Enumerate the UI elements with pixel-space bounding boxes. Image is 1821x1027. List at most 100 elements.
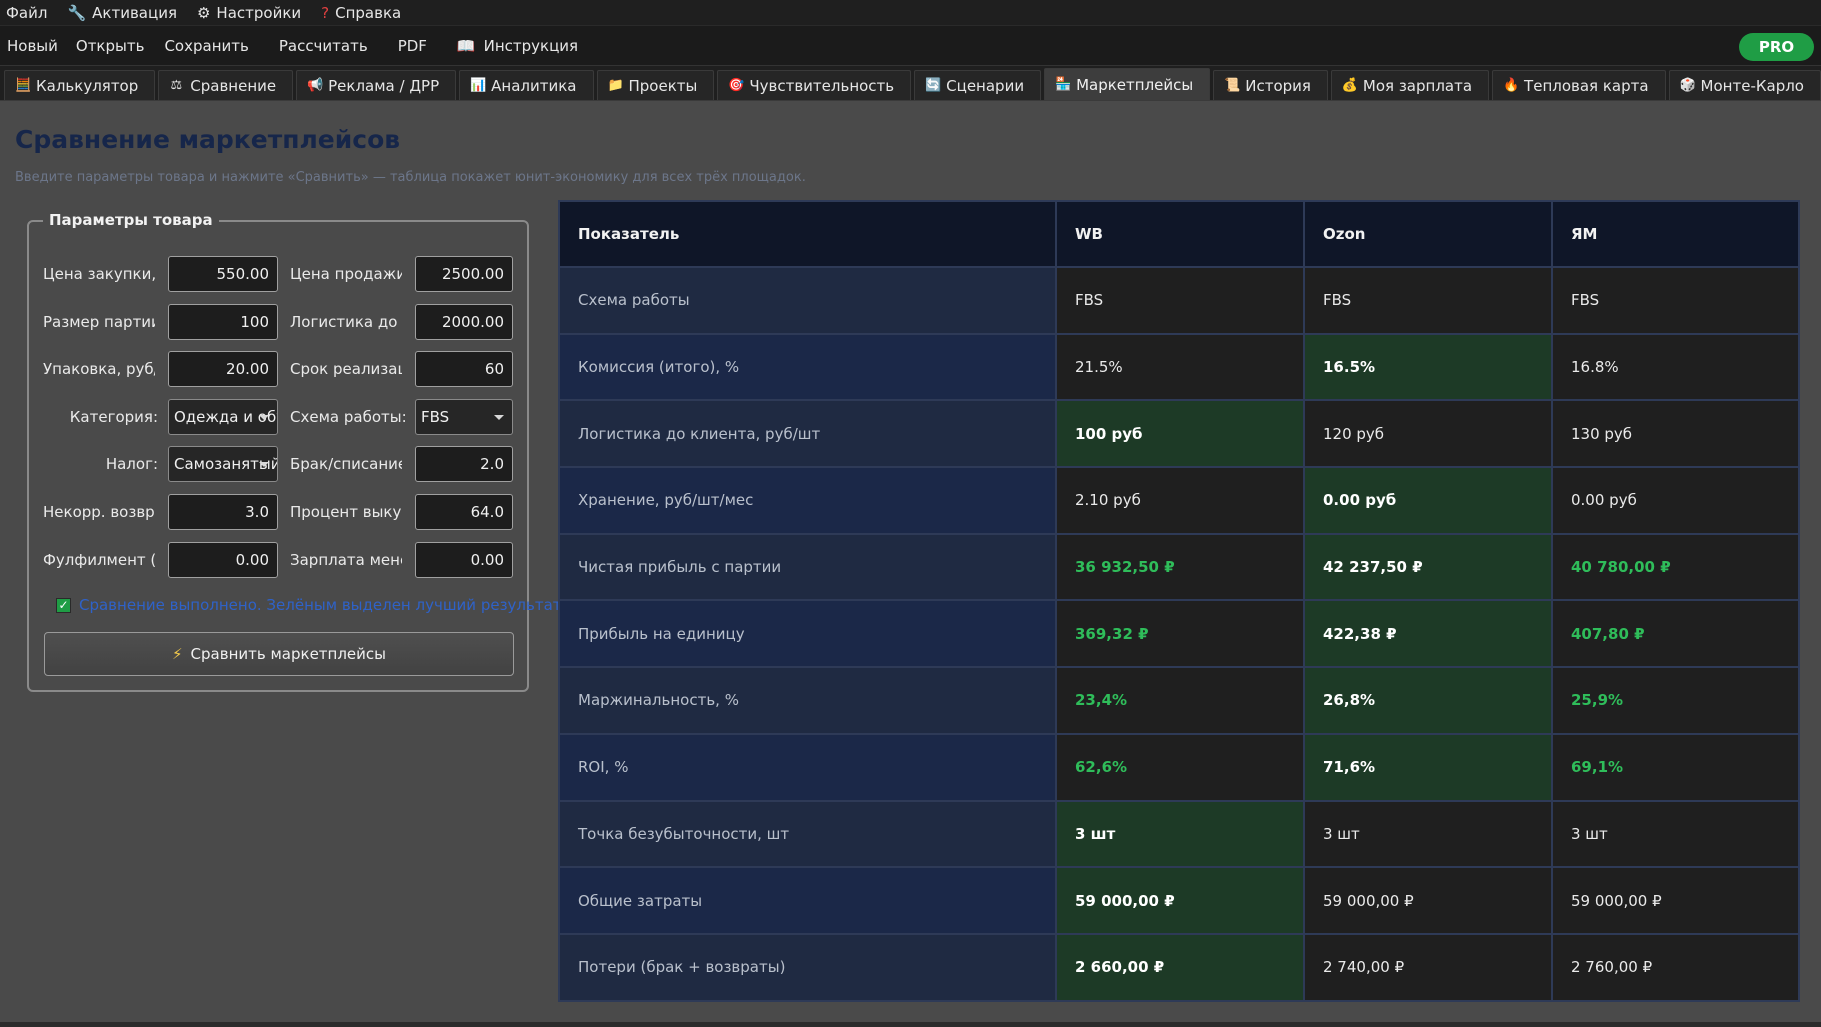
wb-cell: 2.10 руб — [1055, 466, 1305, 535]
lightning-icon: ⚡ — [172, 645, 183, 663]
chevron-down-icon — [494, 415, 504, 420]
buyout-label: Процент выкупа — [290, 503, 402, 521]
metric-cell: Чистая прибыль с партии — [558, 532, 1057, 602]
pdf-button[interactable]: PDF — [397, 36, 427, 55]
params-row-6: Некорр. возврат 3.0 Процент выкупа 64.0 — [29, 494, 527, 530]
megaphone-icon: 📢 — [307, 78, 324, 93]
fire-icon: 🔥 — [1503, 78, 1520, 93]
tab-salary[interactable]: 💰 Моя зарплата — [1330, 70, 1490, 100]
metric-cell: Потери (брак + возвраты) — [558, 932, 1057, 1002]
table-row: Прибыль на единицу 369,32 ₽ 422,38 ₽ 407… — [558, 599, 1800, 669]
tab-bar: 🧮 Калькулятор ⚖ Сравнение 📢 Реклама / ДРР 📊… — [0, 66, 1821, 101]
tab-projects[interactable]: 📁 Проекты — [596, 70, 715, 100]
fulfilment-input[interactable]: 0.00 — [168, 542, 278, 578]
chevron-down-icon — [259, 415, 269, 420]
ozon-cell: 42 237,50 ₽ — [1303, 532, 1553, 602]
packing-label: Упаковка, руб/шт — [43, 360, 155, 378]
menu-settings[interactable]: ⚙ Настройки — [196, 3, 302, 22]
tab-scenarios[interactable]: 🔄 Сценарии — [914, 70, 1042, 100]
scheme-select[interactable]: FBS — [415, 399, 513, 435]
calculate-button[interactable]: Рассчитать — [278, 36, 368, 55]
menu-file[interactable]: Файл — [6, 3, 48, 22]
table-row: Схема работы FBS FBS FBS — [558, 266, 1800, 335]
term-label: Срок реализации — [290, 360, 402, 378]
page-title: Сравнение маркетплейсов — [15, 125, 401, 154]
table-row: Чистая прибыль с партии 36 932,50 ₽ 42 2… — [558, 532, 1800, 602]
status-bar — [0, 1022, 1821, 1027]
params-row-1: Цена закупки, руб 550.00 Цена продажи, р… — [29, 256, 527, 292]
ym-cell: 16.8% — [1551, 332, 1800, 402]
tab-montecarlo[interactable]: 🎲 Монте-Карло — [1668, 70, 1821, 100]
ym-cell: 407,80 ₽ — [1551, 599, 1800, 669]
save-button[interactable]: Сохранить — [164, 36, 249, 55]
batch-input[interactable]: 100 — [168, 304, 278, 340]
logistics-input[interactable]: 2000.00 — [415, 304, 513, 340]
wb-cell: 36 932,50 ₽ — [1055, 532, 1305, 602]
table-row: Маржинальность, % 23,4% 26,8% 25,9% — [558, 666, 1800, 735]
sale-price-input[interactable]: 2500.00 — [415, 256, 513, 292]
defect-label: Брак/списание, % — [290, 455, 402, 473]
tab-calculator[interactable]: 🧮 Калькулятор — [4, 70, 156, 100]
ym-cell: 130 руб — [1551, 399, 1800, 469]
ozon-cell: FBS — [1303, 266, 1553, 335]
ozon-cell: 120 руб — [1303, 399, 1553, 469]
money-bag-icon: 💰 — [1341, 78, 1359, 93]
status-message: ✓ Сравнение выполнено. Зелёным выделен л… — [56, 596, 566, 614]
table-header-row: Показатель WB Ozon ЯМ — [558, 200, 1800, 268]
tab-comparison[interactable]: ⚖ Сравнение — [158, 70, 294, 100]
tab-marketplaces[interactable]: 🏪 Маркетплейсы — [1044, 68, 1211, 100]
table-row: Комиссия (итого), % 21.5% 16.5% 16.8% — [558, 332, 1800, 402]
metric-cell: Маржинальность, % — [558, 666, 1057, 735]
params-row-2: Размер партии, шт 100 Логистика до склад… — [29, 304, 527, 340]
store-icon: 🏪 — [1055, 77, 1072, 92]
pro-badge[interactable]: PRO — [1739, 33, 1814, 61]
ozon-cell: 2 740,00 ₽ — [1303, 932, 1553, 1002]
ym-cell: 40 780,00 ₽ — [1551, 532, 1800, 602]
menu-help[interactable]: ? Справка — [321, 3, 402, 22]
dice-icon: 🎲 — [1679, 78, 1696, 93]
metric-cell: Логистика до клиента, руб/шт — [558, 399, 1057, 469]
nonreturn-input[interactable]: 3.0 — [168, 494, 278, 530]
menu-activation[interactable]: 🔧 Активация — [67, 3, 177, 22]
tab-analytics[interactable]: 📊 Аналитика — [459, 70, 594, 100]
tab-ads[interactable]: 📢 Реклама / ДРР — [296, 70, 457, 100]
tax-select[interactable]: Самозанятый — [168, 446, 278, 482]
defect-input[interactable]: 2.0 — [415, 446, 513, 482]
ym-cell: 25,9% — [1551, 666, 1800, 735]
scroll-icon: 📜 — [1224, 78, 1241, 93]
params-row-4: Категория: Одежда и обувь Схема работы: … — [29, 399, 527, 435]
wb-cell: 369,32 ₽ — [1055, 599, 1305, 669]
guide-button[interactable]: 📖 Инструкция — [456, 36, 579, 55]
buyout-input[interactable]: 64.0 — [415, 494, 513, 530]
wb-cell: 59 000,00 ₽ — [1055, 866, 1305, 935]
header-metric: Показатель — [558, 200, 1057, 268]
wb-cell: 21.5% — [1055, 332, 1305, 402]
ym-cell: 3 шт — [1551, 799, 1800, 869]
tab-heatmap[interactable]: 🔥 Тепловая карта — [1492, 70, 1666, 100]
term-input[interactable]: 60 — [415, 351, 513, 387]
compare-button[interactable]: ⚡ Сравнить маркетплейсы — [44, 632, 514, 676]
tab-history[interactable]: 📜 История — [1213, 70, 1328, 100]
abacus-icon: 🧮 — [15, 78, 32, 93]
nonreturn-label: Некорр. возврат — [43, 503, 155, 521]
category-select[interactable]: Одежда и обувь — [168, 399, 278, 435]
purchase-price-input[interactable]: 550.00 — [168, 256, 278, 292]
salary-input[interactable]: 0.00 — [415, 542, 513, 578]
scales-icon: ⚖ — [170, 78, 183, 93]
folder-icon: 📁 — [607, 78, 624, 93]
packing-input[interactable]: 20.00 — [168, 351, 278, 387]
ym-cell: 0.00 руб — [1551, 466, 1800, 535]
salary-label: Зарплата менеджера — [290, 551, 402, 569]
tab-sensitivity[interactable]: 🎯 Чувствительность — [717, 70, 912, 100]
ym-cell: 2 760,00 ₽ — [1551, 932, 1800, 1002]
book-icon: 📖 — [456, 36, 476, 55]
ym-cell: FBS — [1551, 266, 1800, 335]
sale-price-label: Цена продажи, руб — [290, 265, 402, 283]
wrench-icon: 🔧 — [67, 3, 87, 22]
question-icon: ? — [321, 3, 330, 22]
new-button[interactable]: Новый — [7, 36, 58, 55]
metric-cell: Общие затраты — [558, 866, 1057, 935]
checkmark-icon: ✓ — [56, 597, 71, 613]
open-button[interactable]: Открыть — [75, 36, 145, 55]
page-subtitle: Введите параметры товара и нажмите «Срав… — [15, 170, 806, 185]
